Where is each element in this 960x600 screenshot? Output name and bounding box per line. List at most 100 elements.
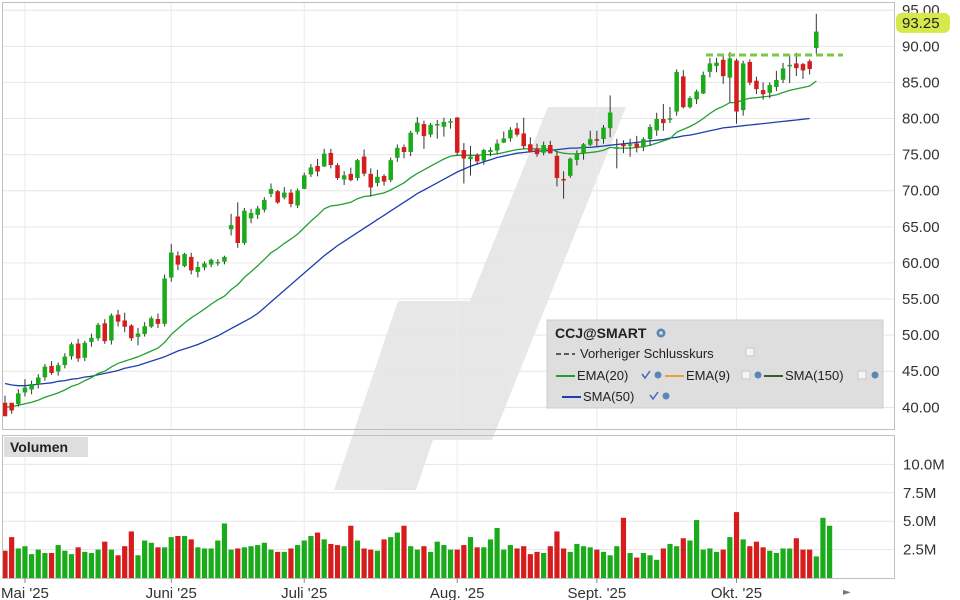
legend-gear-icon-ema20[interactable] — [654, 371, 662, 379]
volume-bar — [301, 540, 307, 578]
candle — [474, 153, 480, 165]
volume-bar — [15, 548, 21, 578]
candle — [368, 168, 373, 197]
candle — [694, 89, 699, 105]
candle — [335, 163, 340, 180]
legend-check-icon-ema20[interactable] — [641, 370, 651, 380]
volume-bar — [135, 555, 141, 578]
volume-bar — [221, 523, 228, 578]
volume-tick-label: 7.5M — [903, 485, 936, 502]
volume-bar — [208, 548, 214, 578]
volume-bar — [3, 550, 8, 578]
candle — [428, 122, 433, 138]
volume-bar — [634, 557, 640, 578]
candle — [82, 340, 88, 362]
candle — [115, 309, 121, 327]
candle — [195, 261, 201, 278]
volume-bar — [215, 540, 221, 578]
legend-gear-icon-title[interactable] — [656, 328, 666, 338]
legend-check-icon-sma50[interactable] — [649, 391, 659, 401]
volume-bar — [720, 549, 726, 578]
volume-bar — [534, 551, 540, 578]
volume-bar — [414, 549, 420, 578]
candle — [36, 374, 41, 389]
volume-bar — [368, 549, 374, 578]
volume-bar — [667, 543, 673, 578]
volume-bar — [394, 532, 400, 578]
time-tick-label: Okt. '25 — [711, 585, 762, 600]
candle — [149, 316, 154, 328]
volume-bar — [181, 535, 188, 578]
candle — [328, 148, 334, 169]
price-tick-label: 85.00 — [902, 74, 940, 91]
candle — [308, 164, 314, 178]
volume-bar — [328, 543, 334, 578]
legend-checkbox-sma150[interactable] — [857, 370, 867, 380]
candle — [594, 130, 600, 147]
candle — [62, 353, 68, 369]
volume-bar — [228, 549, 234, 578]
candle — [621, 140, 626, 154]
volume-bar — [441, 545, 447, 578]
volume-bar — [88, 553, 95, 578]
candle — [707, 57, 713, 78]
volume-bar — [654, 559, 660, 578]
volume-bar — [561, 548, 567, 578]
legend-gear-icon-ema9[interactable] — [754, 371, 762, 379]
volume-bar — [767, 550, 773, 578]
volume-bar — [554, 531, 560, 578]
volume-bar — [115, 555, 121, 578]
legend-title: CCJ@SMART — [555, 325, 647, 341]
volume-bar — [820, 517, 826, 578]
legend-gear-icon-sma50[interactable] — [662, 392, 670, 400]
candle — [22, 379, 28, 397]
candle — [454, 117, 460, 156]
legend-sma50-label: SMA(50) — [583, 389, 634, 404]
candle — [787, 54, 792, 84]
volume-bar — [780, 548, 786, 578]
candle — [601, 125, 606, 144]
candle — [681, 70, 686, 109]
volume-bar — [793, 538, 799, 578]
candle — [321, 148, 327, 167]
volume-bar — [687, 540, 693, 578]
volume-bar — [627, 553, 633, 578]
candle — [95, 322, 101, 341]
candle — [581, 143, 586, 160]
volume-bar — [740, 539, 746, 578]
volume-bar — [713, 551, 720, 578]
legend-gear-icon-sma150[interactable] — [871, 371, 879, 379]
volume-bar — [188, 539, 194, 578]
candle — [508, 127, 513, 142]
candle — [701, 71, 706, 94]
volume-bar — [155, 547, 161, 578]
candle — [627, 138, 633, 157]
candle — [408, 130, 413, 157]
candle — [142, 322, 147, 337]
volume-bar — [574, 543, 580, 578]
candle — [341, 171, 347, 185]
legend-checkbox-ema9[interactable] — [741, 370, 751, 380]
volume-bar — [235, 548, 241, 578]
volume-bar — [42, 553, 48, 578]
volume-bar — [800, 549, 806, 578]
volume-bar — [168, 537, 174, 578]
candle — [561, 171, 566, 199]
candle — [288, 189, 294, 208]
price-tick-label: 55.00 — [902, 291, 940, 308]
candle — [754, 76, 759, 94]
volume-bar — [640, 553, 646, 578]
legend-checkbox-prev-close[interactable] — [745, 347, 755, 357]
candle — [315, 158, 320, 177]
volume-bar — [248, 546, 254, 578]
volume-bar — [580, 546, 587, 578]
volume-bar — [175, 535, 181, 578]
candle — [175, 251, 181, 271]
candle — [488, 147, 493, 157]
candle — [182, 252, 187, 268]
scroll-right-icon[interactable]: ► — [843, 587, 851, 598]
volume-bar — [514, 548, 520, 578]
candle — [361, 149, 367, 177]
candle — [9, 402, 14, 414]
volume-bar — [75, 547, 81, 578]
